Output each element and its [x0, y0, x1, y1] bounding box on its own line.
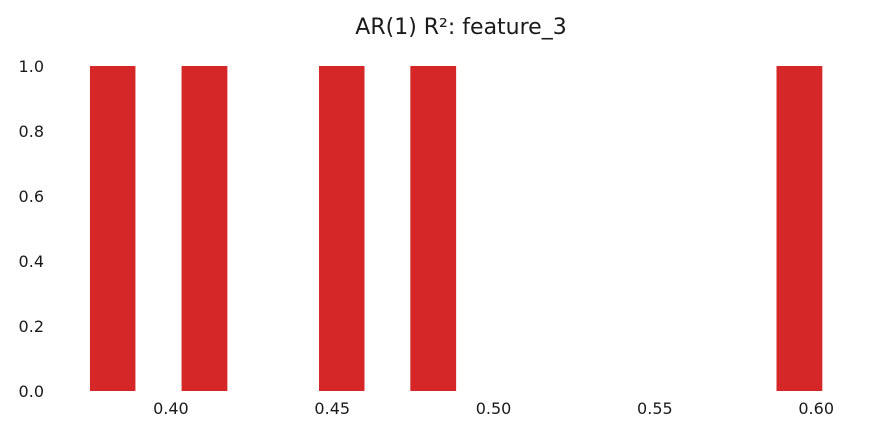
x-tick-label: 0.45: [314, 399, 350, 418]
chart-title: AR(1) R²: feature_3: [355, 15, 566, 40]
y-tick-label: 0.8: [19, 122, 44, 141]
histogram-bar-5: [776, 66, 823, 391]
y-tick-label: 0.4: [19, 252, 44, 271]
y-axis-ticks: 0.0 0.2 0.4 0.6 0.8 1.0: [19, 57, 44, 401]
y-tick-label: 0.6: [19, 187, 44, 206]
x-tick-label: 0.40: [153, 399, 189, 418]
x-axis-ticks: 0.40 0.45 0.50 0.55 0.60: [153, 399, 834, 418]
histogram-bar-1: [89, 66, 136, 391]
histogram-bar-2: [181, 66, 228, 391]
x-tick-label: 0.55: [637, 399, 673, 418]
x-tick-label: 0.60: [798, 399, 834, 418]
y-tick-label: 1.0: [19, 57, 44, 76]
histogram-bar-3: [319, 66, 365, 391]
y-tick-label: 0.0: [19, 382, 44, 401]
histogram-bar-4: [410, 66, 457, 391]
bars-group: [89, 66, 823, 391]
y-tick-label: 0.2: [19, 317, 44, 336]
x-tick-label: 0.50: [476, 399, 512, 418]
